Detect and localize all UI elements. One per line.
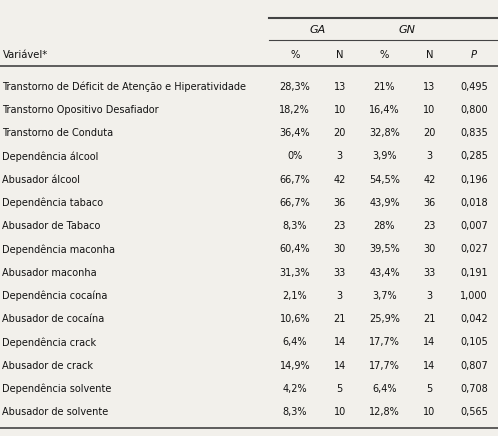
- Text: 3: 3: [426, 151, 432, 161]
- Text: 36: 36: [334, 198, 346, 208]
- Text: 43,9%: 43,9%: [369, 198, 400, 208]
- Text: Transtorno de Conduta: Transtorno de Conduta: [2, 128, 114, 138]
- Text: 17,7%: 17,7%: [369, 361, 400, 371]
- Text: Variável*: Variável*: [2, 50, 48, 59]
- Text: Transtorno Opositivo Desafiador: Transtorno Opositivo Desafiador: [2, 105, 159, 115]
- Text: 3,9%: 3,9%: [372, 151, 397, 161]
- Text: 0,565: 0,565: [460, 407, 488, 417]
- Text: 17,7%: 17,7%: [369, 337, 400, 347]
- Text: 8,3%: 8,3%: [282, 221, 307, 231]
- Text: 28%: 28%: [374, 221, 395, 231]
- Text: 0,495: 0,495: [460, 82, 488, 92]
- Text: Dependência maconha: Dependência maconha: [2, 244, 116, 255]
- Text: GA: GA: [309, 25, 325, 34]
- Text: 3: 3: [426, 291, 432, 301]
- Text: 13: 13: [423, 82, 435, 92]
- Text: Transtorno de Déficit de Atenção e Hiperatividade: Transtorno de Déficit de Atenção e Hiper…: [2, 82, 247, 92]
- Text: %: %: [290, 50, 299, 59]
- Text: 25,9%: 25,9%: [369, 314, 400, 324]
- Text: N: N: [336, 50, 344, 59]
- Text: 6,4%: 6,4%: [372, 384, 397, 394]
- Text: 14: 14: [423, 337, 435, 347]
- Text: 0,018: 0,018: [460, 198, 488, 208]
- Text: Abusador de crack: Abusador de crack: [2, 361, 94, 371]
- Text: 6,4%: 6,4%: [282, 337, 307, 347]
- Text: 0,835: 0,835: [460, 128, 488, 138]
- Text: 0,800: 0,800: [460, 105, 488, 115]
- Text: 0%: 0%: [287, 151, 302, 161]
- Text: 0,196: 0,196: [460, 175, 488, 184]
- Text: 21%: 21%: [374, 82, 395, 92]
- Text: Dependência solvente: Dependência solvente: [2, 384, 112, 394]
- Text: 3,7%: 3,7%: [372, 291, 397, 301]
- Text: 14: 14: [334, 337, 346, 347]
- Text: 0,007: 0,007: [460, 221, 488, 231]
- Text: 10: 10: [334, 105, 346, 115]
- Text: 20: 20: [423, 128, 435, 138]
- Text: 42: 42: [334, 175, 346, 184]
- Text: 14,9%: 14,9%: [279, 361, 310, 371]
- Text: 10: 10: [423, 407, 435, 417]
- Text: 66,7%: 66,7%: [279, 198, 310, 208]
- Text: 10: 10: [334, 407, 346, 417]
- Text: 33: 33: [334, 268, 346, 278]
- Text: 60,4%: 60,4%: [279, 245, 310, 254]
- Text: 2,1%: 2,1%: [282, 291, 307, 301]
- Text: 3: 3: [337, 151, 343, 161]
- Text: 31,3%: 31,3%: [279, 268, 310, 278]
- Text: 43,4%: 43,4%: [369, 268, 400, 278]
- Text: GN: GN: [398, 25, 415, 34]
- Text: 13: 13: [334, 82, 346, 92]
- Text: Abusador álcool: Abusador álcool: [2, 175, 81, 184]
- Text: P: P: [471, 50, 477, 59]
- Text: Dependência tabaco: Dependência tabaco: [2, 198, 104, 208]
- Text: 0,807: 0,807: [460, 361, 488, 371]
- Text: 16,4%: 16,4%: [369, 105, 400, 115]
- Text: 4,2%: 4,2%: [282, 384, 307, 394]
- Text: 8,3%: 8,3%: [282, 407, 307, 417]
- Text: 32,8%: 32,8%: [369, 128, 400, 138]
- Text: Dependência crack: Dependência crack: [2, 337, 97, 347]
- Text: 18,2%: 18,2%: [279, 105, 310, 115]
- Text: 20: 20: [334, 128, 346, 138]
- Text: 14: 14: [423, 361, 435, 371]
- Text: Abusador de cocaína: Abusador de cocaína: [2, 314, 105, 324]
- Text: 10: 10: [423, 105, 435, 115]
- Text: 28,3%: 28,3%: [279, 82, 310, 92]
- Text: 30: 30: [334, 245, 346, 254]
- Text: 33: 33: [423, 268, 435, 278]
- Text: N: N: [425, 50, 433, 59]
- Text: 39,5%: 39,5%: [369, 245, 400, 254]
- Text: Abusador maconha: Abusador maconha: [2, 268, 97, 278]
- Text: Dependência cocaína: Dependência cocaína: [2, 291, 108, 301]
- Text: 0,285: 0,285: [460, 151, 488, 161]
- Text: 0,191: 0,191: [460, 268, 488, 278]
- Text: 10,6%: 10,6%: [279, 314, 310, 324]
- Text: 0,105: 0,105: [460, 337, 488, 347]
- Text: Abusador de solvente: Abusador de solvente: [2, 407, 109, 417]
- Text: 23: 23: [423, 221, 435, 231]
- Text: %: %: [380, 50, 389, 59]
- Text: 21: 21: [423, 314, 435, 324]
- Text: 42: 42: [423, 175, 435, 184]
- Text: 3: 3: [337, 291, 343, 301]
- Text: 0,708: 0,708: [460, 384, 488, 394]
- Text: 54,5%: 54,5%: [369, 175, 400, 184]
- Text: 1,000: 1,000: [460, 291, 488, 301]
- Text: 36,4%: 36,4%: [279, 128, 310, 138]
- Text: 0,027: 0,027: [460, 245, 488, 254]
- Text: 14: 14: [334, 361, 346, 371]
- Text: 66,7%: 66,7%: [279, 175, 310, 184]
- Text: 12,8%: 12,8%: [369, 407, 400, 417]
- Text: 23: 23: [334, 221, 346, 231]
- Text: 21: 21: [334, 314, 346, 324]
- Text: 30: 30: [423, 245, 435, 254]
- Text: 5: 5: [337, 384, 343, 394]
- Text: Dependência álcool: Dependência álcool: [2, 151, 99, 162]
- Text: 5: 5: [426, 384, 432, 394]
- Text: Abusador de Tabaco: Abusador de Tabaco: [2, 221, 101, 231]
- Text: 0,042: 0,042: [460, 314, 488, 324]
- Text: 36: 36: [423, 198, 435, 208]
